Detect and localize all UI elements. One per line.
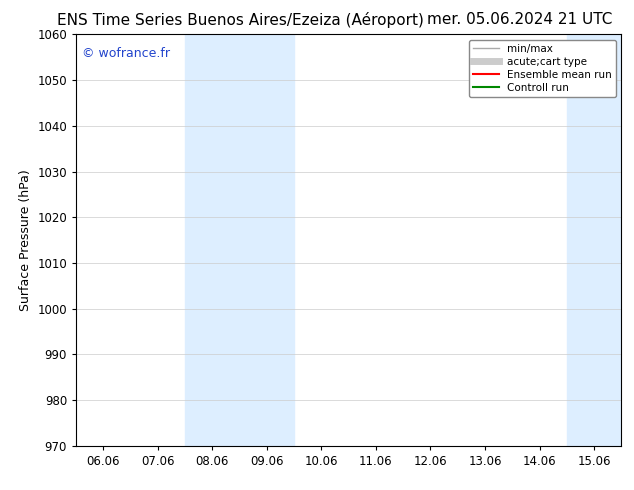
Text: mer. 05.06.2024 21 UTC: mer. 05.06.2024 21 UTC	[427, 12, 612, 27]
Legend: min/max, acute;cart type, Ensemble mean run, Controll run: min/max, acute;cart type, Ensemble mean …	[469, 40, 616, 97]
Text: © wofrance.fr: © wofrance.fr	[82, 47, 169, 60]
Bar	[567, 34, 621, 446]
Text: ENS Time Series Buenos Aires/Ezeiza (Aéroport): ENS Time Series Buenos Aires/Ezeiza (Aér…	[58, 12, 424, 28]
Bar	[185, 34, 294, 446]
Y-axis label: Surface Pressure (hPa): Surface Pressure (hPa)	[19, 169, 32, 311]
